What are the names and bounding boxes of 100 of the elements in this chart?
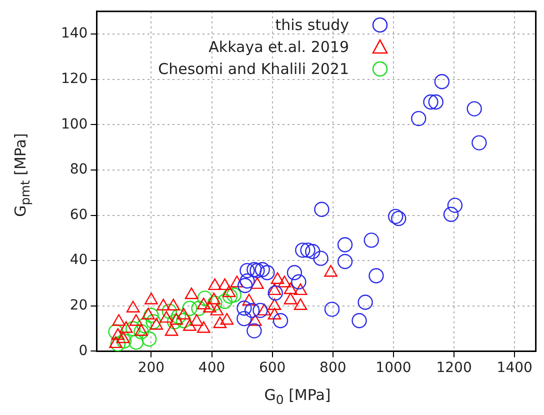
point [324, 264, 338, 277]
point [258, 304, 271, 316]
point [112, 314, 126, 326]
point [358, 294, 373, 310]
point [268, 308, 282, 320]
point [109, 336, 122, 348]
point [170, 308, 186, 324]
x-tick-label: 200 [138, 360, 165, 376]
point [196, 298, 210, 310]
point [250, 277, 264, 289]
point [222, 285, 236, 298]
y-tick-label: 40 [70, 252, 88, 268]
point [197, 290, 212, 306]
point [294, 298, 308, 310]
point [466, 101, 482, 116]
point [472, 135, 487, 150]
point [270, 272, 284, 284]
point [250, 262, 265, 278]
point [144, 292, 158, 304]
point [352, 313, 367, 328]
point [162, 304, 177, 319]
point [136, 318, 152, 334]
point [108, 324, 124, 340]
point [183, 319, 196, 331]
x-tick-label: 400 [198, 360, 226, 376]
point [142, 331, 157, 347]
x-tick-label: 1200 [436, 360, 472, 376]
y-tick-label: 140 [60, 26, 88, 42]
y-tick-label: 120 [60, 71, 88, 87]
point [246, 262, 262, 278]
point [244, 302, 260, 318]
point [134, 324, 148, 336]
point [210, 304, 224, 316]
point [176, 308, 190, 320]
point [284, 282, 298, 294]
point [324, 302, 340, 317]
point [134, 324, 149, 340]
point [126, 300, 140, 312]
point [160, 310, 174, 323]
point [305, 244, 320, 260]
point [146, 314, 161, 330]
point [434, 74, 450, 90]
point [144, 308, 159, 324]
x-tick-label: 1000 [376, 360, 412, 376]
point [294, 283, 308, 296]
point [182, 300, 198, 316]
point [208, 278, 222, 290]
point [428, 94, 444, 110]
point [190, 314, 204, 326]
point [300, 242, 316, 258]
point [142, 308, 155, 320]
point [191, 300, 206, 316]
y-tick-label: 60 [70, 206, 88, 223]
point [368, 268, 384, 284]
point [313, 250, 328, 266]
point [116, 333, 132, 349]
point [252, 302, 268, 318]
point [222, 288, 238, 304]
point [284, 292, 298, 304]
x-axis-title: G$_{0}$ [MPa] [263, 386, 332, 407]
point [364, 232, 379, 248]
point [170, 313, 184, 325]
point [411, 110, 426, 126]
point [238, 278, 253, 294]
point [268, 298, 282, 310]
y-tick-label: 80 [70, 162, 88, 178]
point [128, 334, 144, 350]
point [268, 283, 282, 296]
point [443, 206, 459, 222]
point [242, 294, 256, 306]
point [240, 262, 255, 278]
point [129, 314, 143, 326]
point [213, 316, 227, 328]
point [196, 321, 210, 333]
point [388, 208, 404, 224]
point [218, 278, 232, 290]
point [236, 300, 252, 316]
point [207, 296, 222, 311]
point [268, 285, 283, 301]
point [203, 300, 216, 312]
point [254, 262, 270, 278]
point [391, 210, 406, 226]
point [166, 314, 182, 330]
point [150, 318, 164, 330]
x-tick-label: 600 [258, 360, 286, 376]
point [240, 273, 255, 289]
x-tick-label: 800 [320, 360, 346, 376]
point [156, 298, 170, 310]
point [125, 321, 141, 336]
point [226, 287, 242, 303]
point [314, 202, 330, 217]
point [295, 242, 310, 258]
point [164, 324, 178, 336]
x-tick-label: 1400 [496, 360, 532, 376]
point [248, 314, 262, 326]
point [246, 323, 262, 338]
point [447, 198, 463, 213]
point [116, 331, 130, 344]
point [220, 313, 234, 325]
legend-label: Akkaya et.al. 2019 [208, 37, 349, 58]
